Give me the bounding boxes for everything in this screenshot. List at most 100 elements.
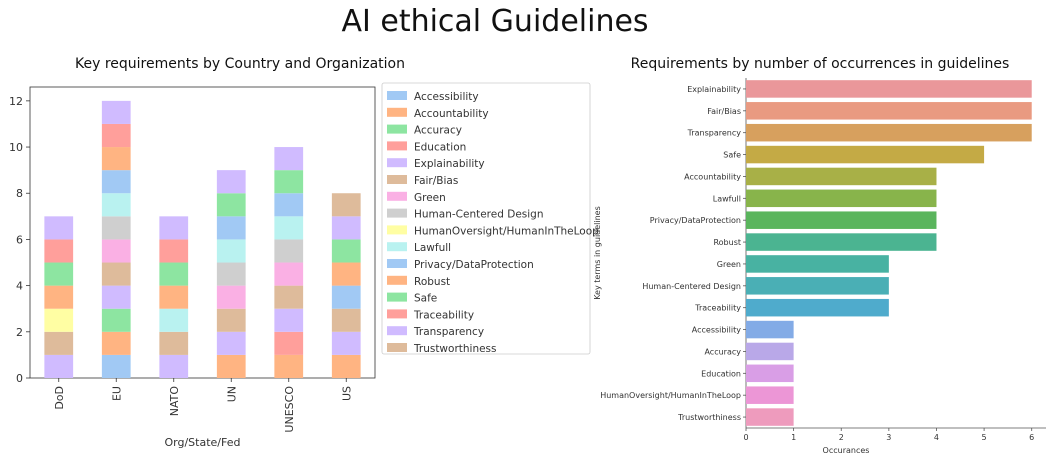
bar-traceability bbox=[746, 298, 889, 317]
bar-segment-unesco-privacy-dataprotection bbox=[274, 193, 304, 217]
bar-trustworthiness bbox=[746, 408, 794, 426]
bar-segment-nato-safe bbox=[159, 262, 189, 286]
bar-segment-un-human-centered-design bbox=[216, 262, 246, 286]
legend-label-trustworthiness: Trustworthiness bbox=[413, 343, 497, 355]
legend-label-lawfull: Lawfull bbox=[414, 242, 451, 254]
bar-segment-unesco-human-centered-design bbox=[274, 239, 304, 263]
y-tick-label-trustworthiness: Trustworthiness bbox=[677, 413, 741, 422]
plot-frame bbox=[29, 86, 376, 379]
legend-swatch-privacy-dataprotection bbox=[387, 259, 407, 268]
legend-box bbox=[381, 82, 591, 355]
x-tick-label: 1 bbox=[791, 433, 796, 442]
x-tick-label-dod: DoD bbox=[53, 386, 66, 410]
y-tick-label-robust: Robust bbox=[713, 238, 741, 247]
legend-swatch-accuracy bbox=[387, 124, 407, 134]
x-tick-label: 3 bbox=[886, 433, 891, 442]
y-tick-label-accessibility: Accessibility bbox=[692, 326, 741, 335]
bar-segment-us-transparency bbox=[331, 216, 361, 240]
bar-segment-eu-human-centered-design bbox=[101, 216, 131, 240]
bar-segment-eu-transparency bbox=[101, 100, 131, 124]
x-tick-label: 4 bbox=[934, 433, 939, 442]
bar-segment-unesco-transparency bbox=[274, 147, 304, 171]
bar-segment-us-privacy-dataprotection bbox=[331, 285, 361, 309]
bar-education bbox=[746, 364, 794, 383]
y-tick-label-humanoversight-humanintheloop: HumanOversight/HumanInTheLoop bbox=[600, 391, 741, 400]
y-tick-label: 10 bbox=[9, 141, 23, 154]
bar-segment-dod-humanoversight-humanintheloop bbox=[44, 308, 74, 332]
legend-label-education: Education bbox=[414, 141, 466, 153]
y-axis-label: Key terms in guidelines bbox=[593, 206, 602, 300]
bar-segment-dod-robust bbox=[44, 285, 74, 309]
legend-label-human-centered-design: Human-Centered Design bbox=[414, 209, 543, 221]
y-tick-label-transparency: Transparency bbox=[687, 129, 742, 138]
y-tick-label: 12 bbox=[9, 95, 23, 108]
y-tick-label: 2 bbox=[16, 326, 23, 339]
x-axis-label: Occurances bbox=[823, 446, 870, 455]
legend-label-explainability: Explainability bbox=[414, 158, 485, 170]
bar-segment-un-lawfull bbox=[216, 239, 246, 263]
bar-segment-eu-traceability bbox=[101, 123, 131, 148]
bar-segment-un-fair-bias bbox=[216, 308, 246, 332]
legend-swatch-transparency bbox=[387, 326, 407, 336]
bar-segment-eu-explainability bbox=[101, 285, 131, 309]
bar-segment-un-explainability bbox=[216, 331, 246, 355]
bar-segment-dod-fair-bias bbox=[44, 331, 74, 355]
x-tick-label: 2 bbox=[839, 433, 844, 442]
bar-segment-dod-traceability bbox=[44, 239, 74, 263]
bar-segment-us-explainability bbox=[331, 331, 361, 355]
bar-segment-unesco-green bbox=[274, 262, 304, 286]
bar-segment-eu-accountability bbox=[101, 331, 131, 355]
bar-segment-un-safe bbox=[216, 193, 246, 217]
bar-segment-unesco-education bbox=[274, 331, 304, 355]
legend-label-green: Green bbox=[414, 192, 446, 204]
bar-fair-bias bbox=[746, 102, 1032, 120]
y-tick-label-education: Education bbox=[701, 369, 741, 378]
legend-swatch-education bbox=[387, 141, 407, 151]
y-tick-label: 6 bbox=[16, 233, 23, 246]
legend-swatch-lawfull bbox=[387, 242, 407, 252]
legend-swatch-green bbox=[387, 191, 407, 201]
legend-label-accountability: Accountability bbox=[414, 108, 489, 120]
bar-segment-eu-fair-bias bbox=[101, 262, 131, 286]
y-tick-label-traceability: Traceability bbox=[694, 304, 741, 313]
y-tick-label-privacy-dataprotection: Privacy/DataProtection bbox=[650, 216, 741, 225]
bar-segment-us-accountability bbox=[331, 354, 361, 378]
bar-segment-unesco-lawfull bbox=[274, 216, 304, 240]
bar-segment-dod-safe bbox=[44, 262, 74, 286]
x-tick-label-nato: NATO bbox=[168, 386, 181, 417]
bar-segment-unesco-safe bbox=[274, 170, 304, 194]
bar-lawfull bbox=[746, 189, 937, 208]
y-tick-label: 4 bbox=[16, 280, 23, 293]
y-tick-label-accountability: Accountability bbox=[684, 172, 741, 181]
x-tick-label-us: US bbox=[340, 386, 353, 401]
bar-segment-eu-robust bbox=[101, 147, 131, 171]
legend-swatch-trustworthiness bbox=[387, 343, 407, 352]
legend-swatch-explainability bbox=[387, 158, 407, 168]
legend-swatch-robust bbox=[387, 275, 407, 285]
y-tick-label: 8 bbox=[16, 187, 23, 200]
legend-label-safe: Safe bbox=[414, 293, 437, 305]
legend-swatch-accountability bbox=[387, 107, 407, 117]
legend-label-traceability: Traceability bbox=[413, 309, 474, 321]
bar-segment-nato-traceability bbox=[159, 239, 189, 263]
legend-label-robust: Robust bbox=[414, 276, 450, 288]
legend-swatch-accessibility bbox=[387, 91, 407, 100]
legend-swatch-traceability bbox=[387, 309, 407, 319]
bar-segment-nato-lawfull bbox=[159, 308, 189, 332]
y-tick-label-human-centered-design: Human-Centered Design bbox=[642, 282, 741, 291]
bar-segment-eu-privacy-dataprotection bbox=[101, 170, 131, 194]
legend-swatch-human-centered-design bbox=[387, 208, 407, 218]
bar-explainability bbox=[746, 80, 1032, 98]
bar-segment-unesco-explainability bbox=[274, 308, 304, 332]
bar-privacy-dataprotection bbox=[746, 211, 937, 229]
bar-segment-eu-accuracy bbox=[101, 308, 131, 332]
x-axis-label: Org/State/Fed bbox=[165, 436, 241, 449]
bar-segment-us-fair-bias bbox=[331, 308, 361, 332]
left-chart-title: Key requirements by Country and Organiza… bbox=[75, 56, 405, 72]
y-tick-label-fair-bias: Fair/Bias bbox=[707, 107, 741, 116]
bar-human-centered-design bbox=[746, 277, 889, 295]
x-tick-label: 0 bbox=[743, 433, 748, 442]
x-tick-label: 5 bbox=[982, 433, 987, 442]
bar-segment-dod-explainability bbox=[44, 354, 74, 378]
